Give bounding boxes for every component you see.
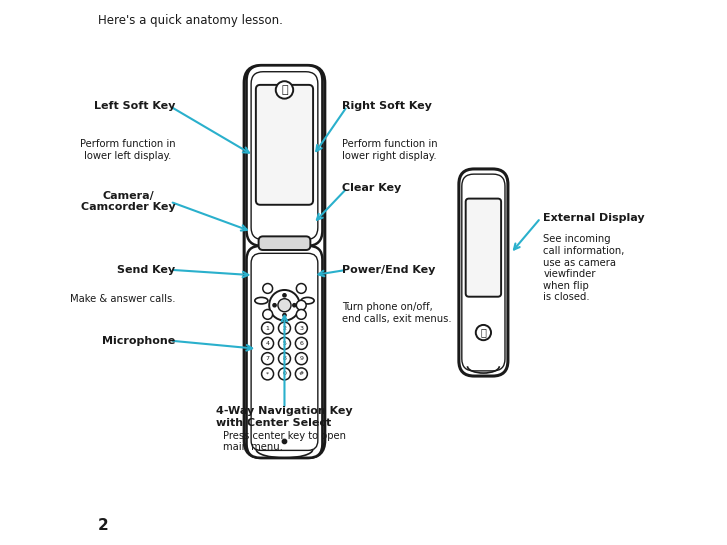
Text: 8: 8: [283, 356, 286, 361]
Text: Right Soft Key: Right Soft Key: [342, 101, 432, 111]
Circle shape: [297, 300, 306, 310]
FancyBboxPatch shape: [251, 253, 318, 450]
FancyBboxPatch shape: [259, 237, 310, 250]
Circle shape: [295, 353, 308, 365]
Text: Send Key: Send Key: [117, 265, 175, 275]
Text: Ⓜ: Ⓜ: [481, 328, 486, 337]
Circle shape: [278, 353, 291, 365]
FancyBboxPatch shape: [466, 198, 501, 296]
Text: Clear Key: Clear Key: [342, 183, 401, 193]
Text: 1: 1: [265, 325, 270, 331]
Circle shape: [278, 337, 291, 349]
FancyBboxPatch shape: [251, 72, 318, 240]
Circle shape: [262, 310, 273, 319]
Circle shape: [269, 290, 300, 320]
Text: 6: 6: [300, 341, 303, 346]
Text: Here's a quick anatomy lesson.: Here's a quick anatomy lesson.: [97, 14, 282, 27]
Text: 3: 3: [300, 325, 303, 331]
Circle shape: [295, 368, 308, 380]
Circle shape: [262, 337, 273, 349]
Text: Turn phone on/off,
end calls, exit menus.: Turn phone on/off, end calls, exit menus…: [342, 302, 451, 324]
Circle shape: [293, 304, 296, 307]
Text: Make & answer calls.: Make & answer calls.: [70, 294, 175, 304]
FancyBboxPatch shape: [459, 169, 508, 376]
Text: 7: 7: [265, 356, 270, 361]
Ellipse shape: [255, 298, 268, 304]
Text: 2: 2: [283, 325, 286, 331]
Text: #: #: [299, 371, 304, 377]
Text: 9: 9: [300, 356, 303, 361]
Circle shape: [282, 439, 286, 444]
FancyBboxPatch shape: [244, 65, 325, 458]
FancyBboxPatch shape: [256, 85, 313, 205]
Ellipse shape: [301, 298, 314, 304]
Text: 4: 4: [265, 341, 270, 346]
Circle shape: [262, 322, 273, 334]
Circle shape: [276, 81, 293, 99]
Circle shape: [262, 353, 273, 365]
Circle shape: [297, 310, 306, 319]
Text: See incoming
call information,
use as camera
viewfinder
when flip
is closed.: See incoming call information, use as ca…: [543, 234, 624, 302]
FancyBboxPatch shape: [246, 246, 322, 458]
Circle shape: [278, 368, 291, 380]
Text: Power/End Key: Power/End Key: [342, 265, 435, 275]
Circle shape: [283, 313, 286, 317]
Circle shape: [273, 304, 276, 307]
Circle shape: [262, 283, 273, 293]
Text: External Display: External Display: [543, 213, 645, 223]
Text: Press center key to open
main menu.: Press center key to open main menu.: [223, 431, 346, 452]
Circle shape: [297, 283, 306, 293]
Circle shape: [278, 322, 291, 334]
Circle shape: [283, 294, 286, 297]
Text: Camera/
Camcorder Key: Camera/ Camcorder Key: [81, 191, 175, 213]
FancyBboxPatch shape: [246, 65, 322, 246]
Circle shape: [475, 325, 491, 340]
Text: Perform function in
lower left display.: Perform function in lower left display.: [80, 139, 175, 161]
Circle shape: [295, 322, 308, 334]
Text: 0: 0: [283, 371, 286, 377]
FancyBboxPatch shape: [462, 174, 505, 371]
Text: 2: 2: [97, 518, 108, 533]
Text: Ⓜ: Ⓜ: [281, 85, 288, 95]
Circle shape: [262, 368, 273, 380]
Circle shape: [295, 337, 308, 349]
Text: 4-Way Navigation Key
with Center Select: 4-Way Navigation Key with Center Select: [216, 406, 353, 428]
Circle shape: [278, 299, 291, 312]
Text: Perform function in
lower right display.: Perform function in lower right display.: [342, 139, 438, 161]
Text: *: *: [266, 371, 269, 377]
Text: 5: 5: [283, 341, 286, 346]
Text: Left Soft Key: Left Soft Key: [94, 101, 175, 111]
Text: Microphone: Microphone: [103, 336, 175, 346]
